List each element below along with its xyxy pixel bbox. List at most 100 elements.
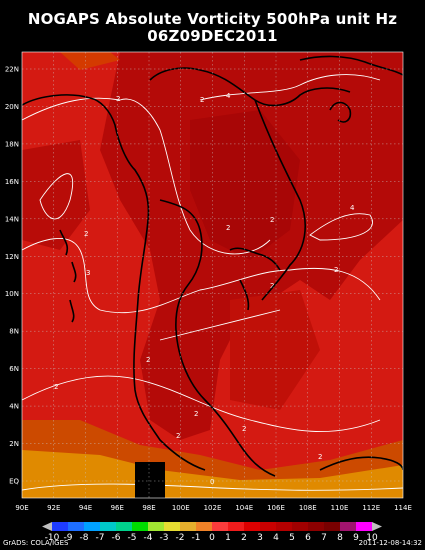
colorbar-swatch: [244, 522, 261, 531]
lon-tick-label: 98E: [142, 504, 155, 512]
contour-label: 0: [210, 478, 214, 486]
colorbar-label: 10: [366, 533, 378, 543]
lat-tick-label: 10N: [5, 290, 19, 298]
lon-tick-label: 112E: [362, 504, 380, 512]
colorbar-label: 3: [257, 533, 263, 543]
lat-tick-label: 8N: [9, 328, 19, 336]
vorticity-field: 2 2 4 2 2 4 2 2 2 3 2 2 2 2 2 2 0: [22, 52, 403, 498]
contour-label: 2: [334, 266, 338, 274]
lat-tick-label: EQ: [9, 478, 19, 486]
colorbar-right-arrow: [372, 522, 382, 531]
lon-tick-label: 104E: [235, 504, 253, 512]
colorbar-swatch: [340, 522, 357, 531]
colorbar-swatch: [292, 522, 309, 531]
credit-right: 2011-12-08-14:32: [358, 539, 422, 547]
colorbar: -10 -9 -8 -7 -6 -5 -4 -3 -2 -1 0 1 2 3 4 5 6 7 8 9 10: [42, 522, 382, 543]
gridlines: [22, 52, 403, 498]
map-title: NOGAPS Absolute Vorticity 500hPa unit Hz: [27, 10, 398, 28]
lat-tick-label: 18N: [5, 140, 19, 148]
contour-lines: [22, 74, 403, 491]
lat-tick-label: 4N: [9, 403, 19, 411]
lon-tick-label: 114E: [394, 504, 412, 512]
colorbar-label: 2: [241, 533, 247, 543]
contour-label: 2: [176, 432, 180, 440]
colorbar-left-arrow: [42, 522, 52, 531]
contour-label: 2: [226, 224, 230, 232]
colorbar-label: 0: [209, 533, 215, 543]
colorbar-swatch: [116, 522, 133, 531]
lon-tick-label: 102E: [204, 504, 222, 512]
colorbar-label: 9: [353, 533, 359, 543]
colorbar-swatch: [260, 522, 277, 531]
credit-left: GrADS: COLA/IGES: [3, 539, 69, 547]
colorbar-label: -2: [176, 533, 185, 543]
colorbar-swatch: [84, 522, 101, 531]
lon-tick-label: 106E: [267, 504, 285, 512]
lat-tick-label: 16N: [5, 178, 19, 186]
colorbar-swatch: [324, 522, 341, 531]
lat-tick-label: 6N: [9, 365, 19, 373]
colorbar-label: 7: [321, 533, 327, 543]
lon-tick-label: 110E: [331, 504, 349, 512]
lat-tick-label: 12N: [5, 253, 19, 261]
colorbar-swatch: [308, 522, 325, 531]
colorbar-label: -9: [64, 533, 73, 543]
colorbar-swatch: [180, 522, 197, 531]
colorbar-swatch: [196, 522, 213, 531]
colorbar-swatch: [100, 522, 117, 531]
tick-labels: 22N 20N 18N 16N 14N 12N 10N 8N 6N 4N 2N EQ 90E 92E 94E…: [5, 66, 412, 513]
colorbar-label: 5: [289, 533, 295, 543]
lon-tick-label: 92E: [47, 504, 60, 512]
colorbar-swatch: [212, 522, 229, 531]
contour-label: 4: [350, 204, 355, 212]
lat-tick-label: 14N: [5, 215, 19, 223]
contour-label: 2: [270, 282, 274, 290]
contour-label: 2: [318, 453, 322, 461]
lat-tick-label: 20N: [5, 103, 19, 111]
contour-label: 2: [146, 356, 150, 364]
lon-tick-label: 94E: [79, 504, 92, 512]
colorbar-swatch: [68, 522, 85, 531]
colorbar-label: -4: [144, 533, 153, 543]
contour-label: 2: [270, 216, 274, 224]
colorbar-swatch: [52, 522, 69, 531]
colorbar-swatch: [276, 522, 293, 531]
lon-tick-label: 96E: [111, 504, 124, 512]
field-max-region: [190, 110, 300, 260]
contour-label: 4: [226, 92, 231, 100]
colorbar-swatch: [132, 522, 149, 531]
colorbar-label: 8: [337, 533, 343, 543]
map-time: 06Z09DEC2011: [147, 27, 278, 45]
colorbar-label: -7: [96, 533, 105, 543]
contour-label: 2: [194, 410, 198, 418]
colorbar-label: -5: [128, 533, 137, 543]
lon-tick-label: 100E: [172, 504, 190, 512]
lat-tick-label: 2N: [9, 440, 19, 448]
colorbar-label: 1: [225, 533, 231, 543]
colorbar-swatch: [356, 522, 373, 531]
colorbar-swatch: [228, 522, 245, 531]
field-west-region: [22, 140, 90, 250]
colorbar-label: -3: [160, 533, 169, 543]
coastlines: [22, 55, 403, 477]
colorbar-swatch: [164, 522, 181, 531]
colorbar-label: -1: [192, 533, 201, 543]
contour-label: 2: [116, 95, 120, 103]
lon-tick-label: 108E: [299, 504, 317, 512]
colorbar-label: 4: [273, 533, 279, 543]
land-mask: [135, 462, 165, 498]
lon-tick-label: 90E: [15, 504, 28, 512]
contour-label: 2: [200, 96, 204, 104]
contour-label: 2: [54, 383, 58, 391]
colorbar-label: 6: [305, 533, 311, 543]
colorbar-label: -10: [45, 533, 60, 543]
field-lowest-band: [22, 450, 403, 498]
lat-tick-label: 22N: [5, 66, 19, 74]
field-northwest-patch: [60, 52, 120, 70]
colorbar-label: -8: [80, 533, 89, 543]
contour-label: 3: [86, 269, 90, 277]
colorbar-swatch: [148, 522, 165, 531]
colorbar-label: -6: [112, 533, 121, 543]
field-south-region: [230, 290, 320, 410]
